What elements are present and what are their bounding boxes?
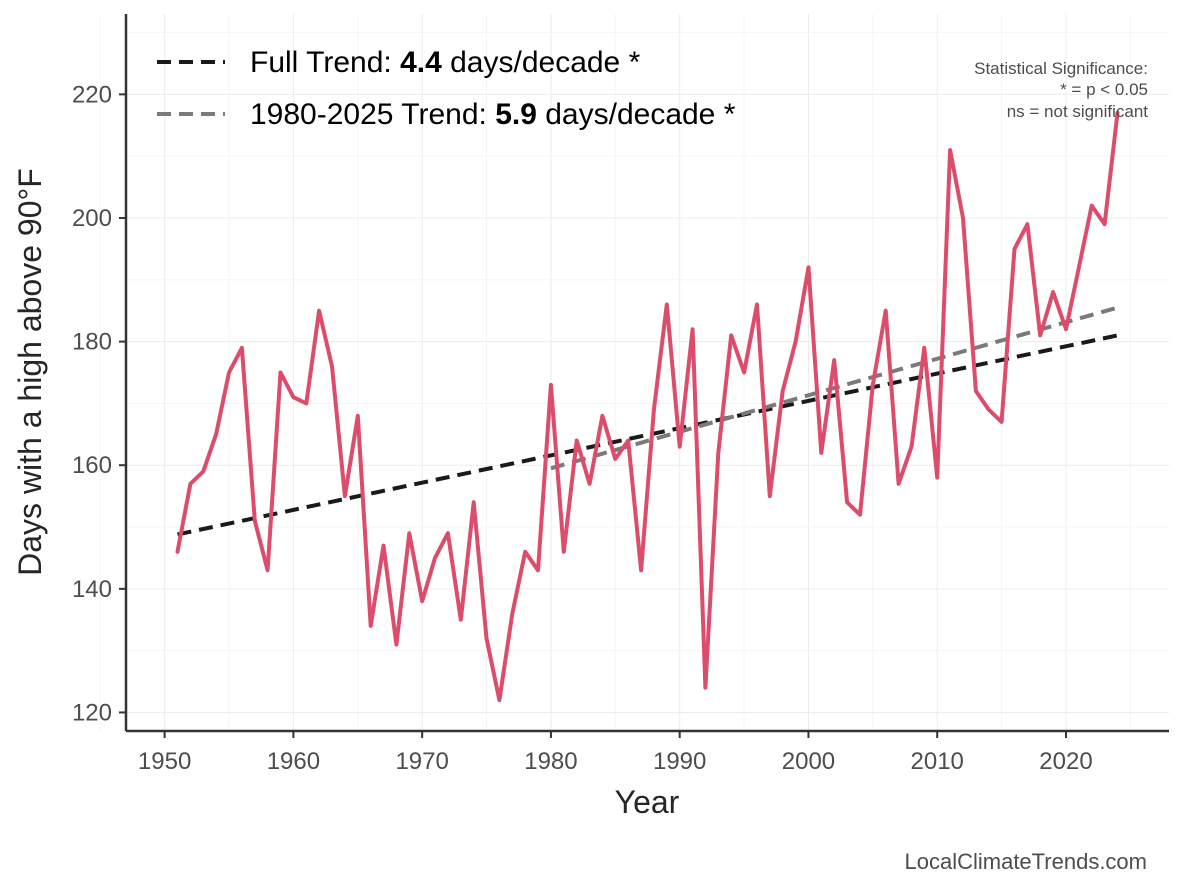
series	[175, 110, 1120, 703]
y-tick-label: 220	[72, 81, 112, 108]
y-tick-label: 140	[72, 576, 112, 603]
y-tick-label: 120	[72, 699, 112, 726]
legend-rate-value: 4.4	[400, 46, 442, 79]
trend-line-1980-2025	[550, 305, 1119, 471]
x-tick-label: 2000	[782, 748, 835, 775]
legend-suffix: days/decade *	[537, 98, 736, 131]
y-tick-label: 180	[72, 329, 112, 356]
y-tick-label: 200	[72, 205, 112, 232]
series-line	[175, 110, 1120, 703]
significance-line-1: * = p < 0.05	[1060, 80, 1148, 99]
trend-line-full	[177, 333, 1118, 537]
x-tick-label: 1970	[395, 748, 448, 775]
significance-line-2: ns = not significant	[1007, 102, 1149, 121]
ticks: 1950 1960 1970 1980 1990 2000 2010 2020 120 140 16…	[72, 81, 1093, 775]
trend-lines	[177, 305, 1119, 537]
x-tick-label: 1990	[653, 748, 706, 775]
legend-prefix: 1980-2025 Trend:	[250, 98, 495, 131]
significance-title: Statistical Significance:	[974, 59, 1148, 78]
legend: Full Trend: 4.4 days/decade * 1980-2025 …	[157, 46, 736, 131]
x-tick-label: 2010	[911, 748, 964, 775]
y-tick-label: 160	[72, 452, 112, 479]
x-tick-label: 1980	[524, 748, 577, 775]
legend-label-1980-2025-trend: 1980-2025 Trend: 5.9 days/decade *	[250, 98, 736, 131]
x-tick-label: 1960	[267, 748, 320, 775]
y-axis-title: Days with a high above 90°F	[12, 168, 48, 576]
x-tick-label: 2020	[1039, 748, 1092, 775]
axes	[124, 14, 1169, 733]
legend-rate-value: 5.9	[495, 98, 537, 131]
legend-suffix: days/decade *	[442, 46, 641, 79]
source-credit: LocalClimateTrends.com	[905, 849, 1148, 874]
x-tick-label: 1950	[138, 748, 191, 775]
legend-prefix: Full Trend:	[250, 46, 400, 79]
x-axis-title: Year	[615, 784, 680, 820]
significance-note: Statistical Significance: * = p < 0.05 n…	[974, 59, 1148, 121]
legend-label-full-trend: Full Trend: 4.4 days/decade *	[250, 46, 641, 79]
